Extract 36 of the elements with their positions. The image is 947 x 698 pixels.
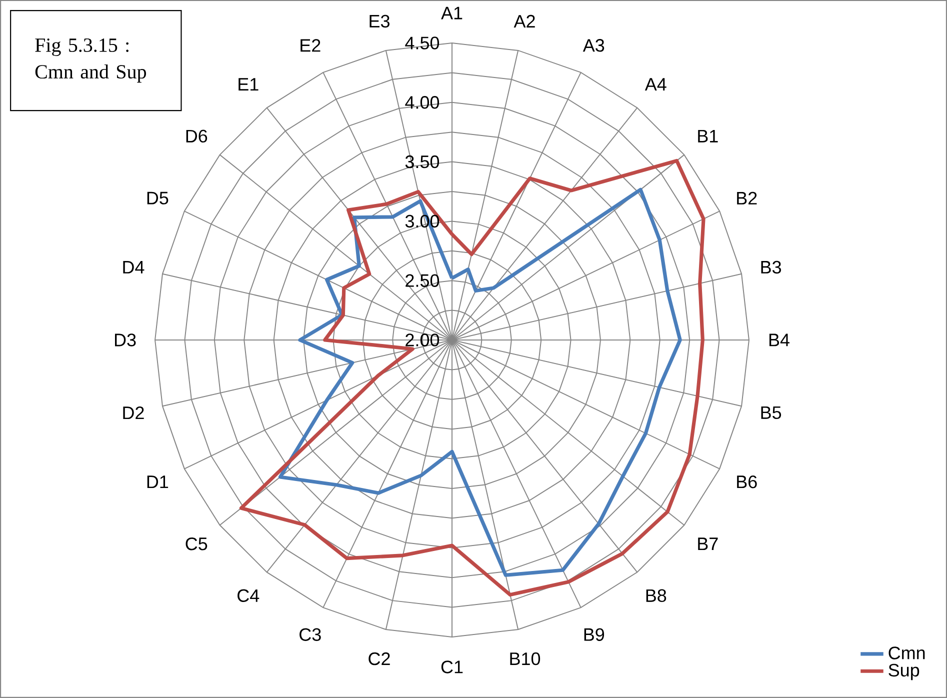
spoke-label: A1 [441,6,462,20]
spoke-label: B9 [584,628,604,641]
y-tick-label: 3.50 [405,155,440,168]
spoke-label: D3 [115,334,136,346]
spoke-label: B2 [737,192,757,204]
spoke-label: D6 [186,130,208,142]
y-tick-label: 4.50 [405,36,440,50]
spoke-label: C1 [441,660,463,674]
spoke-label: A4 [644,78,666,91]
spoke-label: B7 [698,538,718,550]
spoke-label: B10 [510,652,540,666]
spoke-label: D2 [123,406,144,420]
spoke-label: B5 [761,406,782,420]
spoke-label: B1 [698,130,718,142]
legend-label: Cmn [888,646,925,660]
y-tick-label: 2.00 [406,334,440,346]
spoke-label: B8 [646,589,666,602]
spoke-label: C5 [186,537,208,550]
spoke-label: B4 [769,334,790,346]
spoke-label: E2 [300,39,320,52]
spoke-label: D5 [147,192,168,204]
y-tick-label: 4.00 [405,96,440,109]
spoke-label: B6 [737,475,757,488]
spoke-label: A3 [582,39,604,52]
legend-label: Sup [888,664,920,680]
spoke-label: D1 [147,476,168,488]
text: Fig 5.3.15 : Cmn and Sup [35,38,146,83]
spoke-label: C4 [238,589,260,602]
spoke-label: E3 [370,14,390,28]
spoke-label: D4 [123,261,144,274]
spoke-label: A2 [514,14,535,28]
spoke-label: C3 [300,628,321,641]
spoke-label: E1 [238,78,258,91]
spoke-label: B3 [761,260,781,274]
y-tick-label: 2.50 [406,274,440,287]
spoke-label: C2 [368,652,390,666]
